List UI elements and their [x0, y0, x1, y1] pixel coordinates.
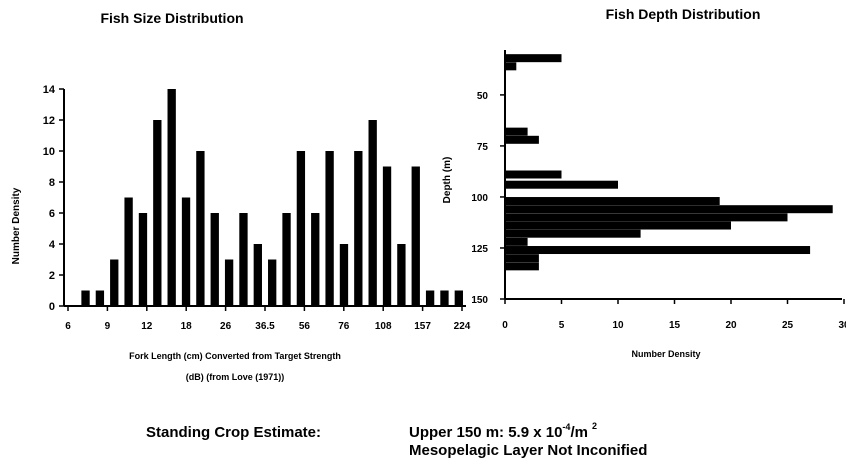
depth-bar	[505, 170, 562, 179]
size-bar	[253, 244, 262, 306]
size-y-tick-label: 4	[49, 239, 56, 251]
size-x-tick-label: 26	[220, 321, 232, 332]
size-bar	[311, 213, 320, 306]
size-bar	[454, 290, 463, 306]
size-bar	[110, 259, 119, 306]
size-bar	[239, 213, 248, 306]
depth-y-tick-label: 50	[477, 91, 489, 102]
depth-bar	[505, 135, 539, 144]
size-y-tick-label: 8	[49, 177, 55, 189]
size-y-tick-label: 12	[43, 115, 55, 127]
size-bar	[382, 166, 392, 306]
size-chart-axes: 0 2 4 6 8 10 12 14 6 9 12 18 26 36.5 56 76 108 157 224	[43, 84, 471, 332]
size-x-tick-label: 36.5	[255, 321, 275, 332]
depth-y-tick-label: 150	[471, 295, 488, 306]
size-bar	[282, 213, 291, 306]
size-x-tick-label: 56	[299, 321, 311, 332]
size-y-tick-label: 2	[49, 270, 55, 282]
size-bar	[325, 151, 334, 306]
depth-bar	[505, 197, 720, 206]
size-bar	[138, 213, 148, 306]
depth-chart-title: Fish Depth Distribution	[606, 6, 761, 22]
depth-chart-ylabel: Depth (m)	[442, 157, 453, 204]
depth-bar	[505, 221, 731, 230]
size-x-tick-label: 157	[414, 321, 431, 332]
size-bar	[167, 89, 176, 306]
size-bar	[153, 120, 162, 306]
depth-x-tick-label: 5	[559, 320, 565, 331]
size-bar	[268, 259, 277, 306]
size-x-tick-label: 12	[141, 321, 153, 332]
size-bar	[440, 290, 449, 306]
standing-crop-exponent: -4	[562, 422, 570, 432]
depth-bar	[505, 54, 562, 63]
depth-y-tick-label: 125	[471, 244, 488, 255]
size-bar	[95, 290, 105, 306]
depth-chart-xlabel: Number Density	[631, 349, 700, 359]
depth-y-tick-label: 75	[477, 142, 489, 153]
depth-chart-axes: 50 75 100 125 150 0 5 10 15 20 25 30	[471, 50, 846, 331]
depth-bar	[505, 237, 528, 246]
size-bar	[368, 120, 377, 306]
size-bar	[425, 290, 435, 306]
depth-bar	[505, 127, 528, 136]
size-x-tick-label: 76	[338, 321, 350, 332]
size-bar	[411, 166, 420, 306]
size-y-tick-label: 0	[49, 301, 55, 313]
depth-bar	[505, 180, 618, 189]
size-chart-ylabel: Number Density	[11, 187, 22, 264]
size-x-tick-label: 224	[454, 321, 471, 332]
standing-crop-unit: /m	[570, 424, 588, 441]
size-y-tick-label: 14	[43, 84, 56, 96]
depth-bar	[505, 205, 833, 214]
size-bar	[296, 151, 306, 306]
depth-bar	[505, 246, 811, 255]
size-chart-title: Fish Size Distribution	[100, 10, 243, 26]
depth-bar	[505, 254, 539, 263]
depth-bar	[505, 62, 517, 71]
size-x-tick-label: 18	[181, 321, 193, 332]
size-bar	[397, 244, 406, 306]
size-x-tick-label: 9	[105, 321, 111, 332]
size-bar	[354, 151, 363, 306]
size-bar	[210, 213, 219, 306]
depth-x-tick-label: 20	[725, 320, 737, 331]
size-bar	[81, 290, 90, 306]
size-bar	[339, 244, 349, 306]
size-bar	[196, 151, 205, 306]
size-bar	[224, 259, 234, 306]
depth-x-tick-label: 15	[669, 320, 681, 331]
depth-x-tick-label: 30	[838, 320, 846, 331]
depth-x-tick-label: 25	[782, 320, 794, 331]
depth-y-tick-label: 100	[471, 193, 488, 204]
size-bar	[181, 197, 191, 306]
depth-x-tick-label: 10	[612, 320, 624, 331]
size-bar	[124, 197, 133, 306]
standing-crop-upper: Upper 150 m: 5.9 x 10-4/m 2	[409, 421, 597, 441]
size-chart-xlabel: Fork Length (cm) Converted from Target S…	[129, 351, 341, 361]
size-x-tick-label: 108	[375, 321, 392, 332]
depth-bar	[505, 229, 641, 238]
size-x-tick-label: 6	[65, 321, 71, 332]
standing-crop-label: Standing Crop Estimate:	[146, 424, 321, 441]
standing-crop-unit-exponent: 2	[592, 421, 597, 431]
depth-x-tick-label: 0	[502, 320, 508, 331]
standing-crop-upper-value: Upper 150 m: 5.9 x 10	[409, 424, 562, 441]
mesopelagic-note: Mesopelagic Layer Not Inconified	[409, 442, 647, 459]
depth-bar	[505, 213, 788, 222]
depth-bar	[505, 262, 539, 271]
size-y-tick-label: 10	[43, 146, 55, 158]
size-chart-xlabel-line2: (dB) (from Love (1971))	[186, 372, 285, 382]
size-y-tick-label: 6	[49, 208, 55, 220]
